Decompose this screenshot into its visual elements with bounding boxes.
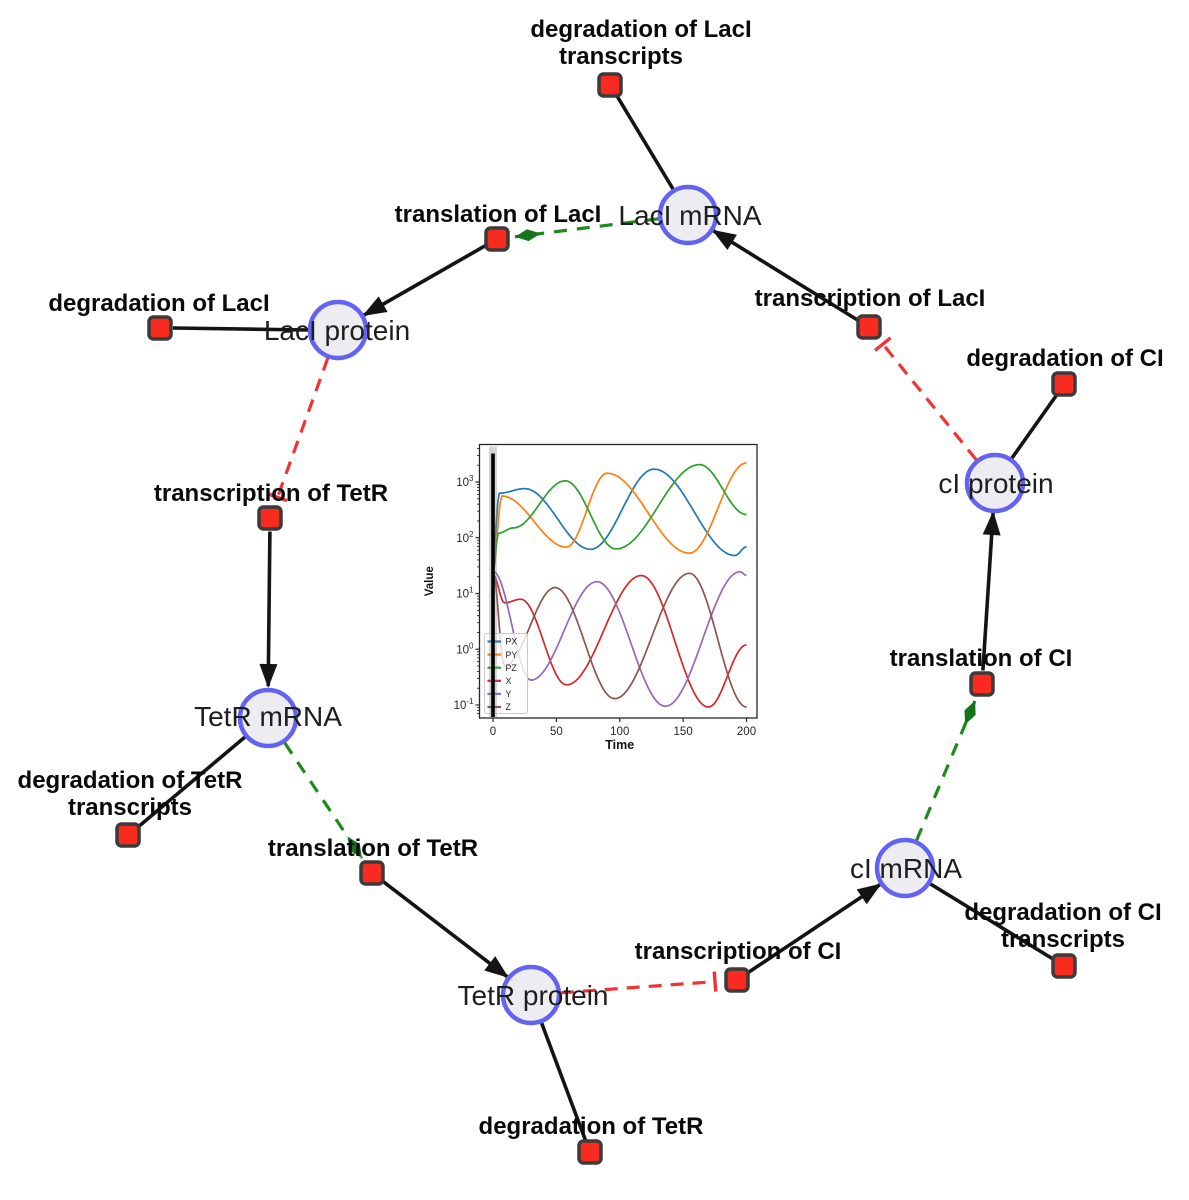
edge-lacI-mrna-activates-translation: [514, 217, 659, 242]
reaction-label: transcription of CI: [635, 938, 842, 965]
x-axis: 0 50 100 150 200: [490, 718, 756, 738]
reaction-label: translation of TetR: [268, 835, 478, 862]
species-node-lacI-protein[interactable]: [307, 299, 369, 361]
edge-translation-lacI-to-lacI-protein: [362, 244, 487, 317]
reaction-node-degradation-of-tetR-transcripts[interactable]: [115, 822, 141, 848]
species-label: cI protein: [938, 468, 1053, 499]
reaction-label: transcripts: [559, 43, 683, 70]
reaction-node-translation-of-tetR[interactable]: [359, 860, 385, 886]
legend-label: Y: [506, 689, 512, 699]
y-tick-label: 10-1: [454, 697, 474, 712]
chart-series: [492, 462, 747, 708]
series-X: [492, 573, 747, 708]
x-tick-label: 0: [490, 726, 496, 738]
series-PX: [492, 468, 747, 557]
reaction-node-degradation-of-lacI-transcripts[interactable]: [597, 72, 623, 98]
edge-cI-mrna-activates-translation: [915, 699, 977, 841]
species-node-lacI-mrna[interactable]: [657, 184, 719, 246]
reaction-node-degradation-of-cI-transcripts[interactable]: [1051, 953, 1077, 979]
inhibition-tbar-icon: [712, 971, 718, 992]
reaction-node-degradation-of-cI[interactable]: [1051, 371, 1077, 397]
series-Z: [492, 571, 747, 708]
reaction-label: degradation of TetR: [18, 767, 243, 794]
reaction-node-translation-of-lacI[interactable]: [484, 226, 510, 252]
reaction-node-translation-of-cI[interactable]: [969, 671, 995, 697]
series-PY: [492, 462, 747, 569]
y-tick-label: 103: [456, 474, 474, 489]
reaction-label: degradation of CI: [964, 899, 1161, 926]
x-tick-label: 100: [610, 726, 629, 738]
series-PZ: [492, 463, 747, 575]
reaction-label: degradation of LacI: [48, 290, 269, 317]
x-tick-label: 200: [737, 726, 756, 738]
reaction-label-layer: degradation of LacI transcripts translat…: [18, 16, 1164, 1140]
y-axis-title: Value: [424, 566, 436, 596]
legend-label: PY: [506, 650, 518, 660]
edge-translation-cI-to-cI-protein: [981, 511, 1001, 671]
x-tick-label: 50: [550, 726, 563, 738]
reaction-node-transcription-of-tetR[interactable]: [257, 505, 283, 531]
edge-translation-tetR-to-tetR-protein: [381, 879, 509, 979]
reaction-node-transcription-of-cI[interactable]: [724, 967, 750, 993]
edge-tetR-mrna-activates-translation: [283, 742, 364, 859]
species-label: LacI protein: [264, 315, 410, 346]
series-Y: [492, 570, 747, 708]
reaction-label: degradation of LacI: [530, 16, 751, 43]
edge-tetR-protein-inhibits-transcription-cI: [560, 980, 716, 995]
reaction-node-transcription-of-lacI[interactable]: [856, 314, 882, 340]
edge-lacI-protein-to-degradation: [172, 326, 309, 332]
species-label: TetR protein: [458, 980, 609, 1011]
edge-tetR-mrna-to-degradation-transcripts: [136, 735, 247, 829]
reaction-node-degradation-of-tetR[interactable]: [577, 1139, 603, 1165]
edge-layer: [136, 95, 1059, 1141]
reaction-label: transcription of TetR: [154, 480, 388, 507]
species-node-tetR-protein[interactable]: [500, 964, 562, 1026]
inhibition-tbar-icon: [873, 336, 892, 352]
x-axis-title: Time: [605, 738, 634, 752]
species-node-cI-mrna[interactable]: [874, 837, 936, 899]
reaction-label: transcripts: [1001, 926, 1125, 953]
reaction-label: transcription of LacI: [755, 285, 986, 312]
species-label-layer: LacI mRNA LacI protein TetR mRNA TetR pr…: [194, 200, 1053, 1011]
edge-transcription-lacI-to-lacI-mrna: [711, 229, 859, 322]
inset-chart: 0 50 100 150 200 10-1 100 101 102 103 Time Value PX P…: [424, 443, 758, 752]
species-node-layer: [237, 184, 1026, 1026]
species-label: LacI mRNA: [618, 200, 761, 231]
reaction-node-layer: [115, 72, 1077, 1165]
edge-cI-mrna-to-degradation-transcripts: [929, 882, 1054, 961]
x-tick-label: 150: [674, 726, 693, 738]
edge-tetR-protein-to-degradation: [539, 1022, 588, 1141]
edge-cI-protein-inhibits-transcription-lacI: [881, 343, 978, 461]
legend-label: PX: [506, 637, 518, 647]
edge-transcription-cI-to-cI-mrna: [747, 883, 882, 974]
reaction-label: translation of CI: [890, 645, 1073, 672]
reaction-label: degradation of TetR: [479, 1113, 704, 1140]
y-axis: 10-1 100 101 102 103: [454, 447, 480, 715]
reaction-node-degradation-of-lacI[interactable]: [147, 315, 173, 341]
reaction-label: transcripts: [68, 794, 192, 821]
edge-lacI-mrna-to-degradation-transcripts: [615, 95, 675, 190]
species-node-cI-protein[interactable]: [964, 452, 1026, 514]
edge-lacI-protein-inhibits-transcription-tetR: [275, 357, 330, 498]
edge-transcription-tetR-to-tetR-mrna: [259, 531, 278, 688]
y-tick-label: 102: [456, 530, 474, 545]
reaction-label: translation of LacI: [395, 201, 602, 228]
species-label: cI mRNA: [850, 853, 962, 884]
legend-label: X: [506, 676, 512, 686]
reaction-label: degradation of CI: [966, 345, 1163, 372]
legend-label: PZ: [506, 663, 518, 673]
species-label: TetR mRNA: [194, 701, 342, 732]
edge-cI-protein-to-degradation: [1010, 393, 1059, 460]
inhibition-tbar-icon: [267, 492, 288, 503]
legend-label: Z: [506, 702, 512, 712]
y-tick-label: 100: [456, 641, 474, 656]
species-node-tetR-mrna[interactable]: [237, 687, 299, 749]
y-tick-label: 101: [456, 586, 474, 601]
